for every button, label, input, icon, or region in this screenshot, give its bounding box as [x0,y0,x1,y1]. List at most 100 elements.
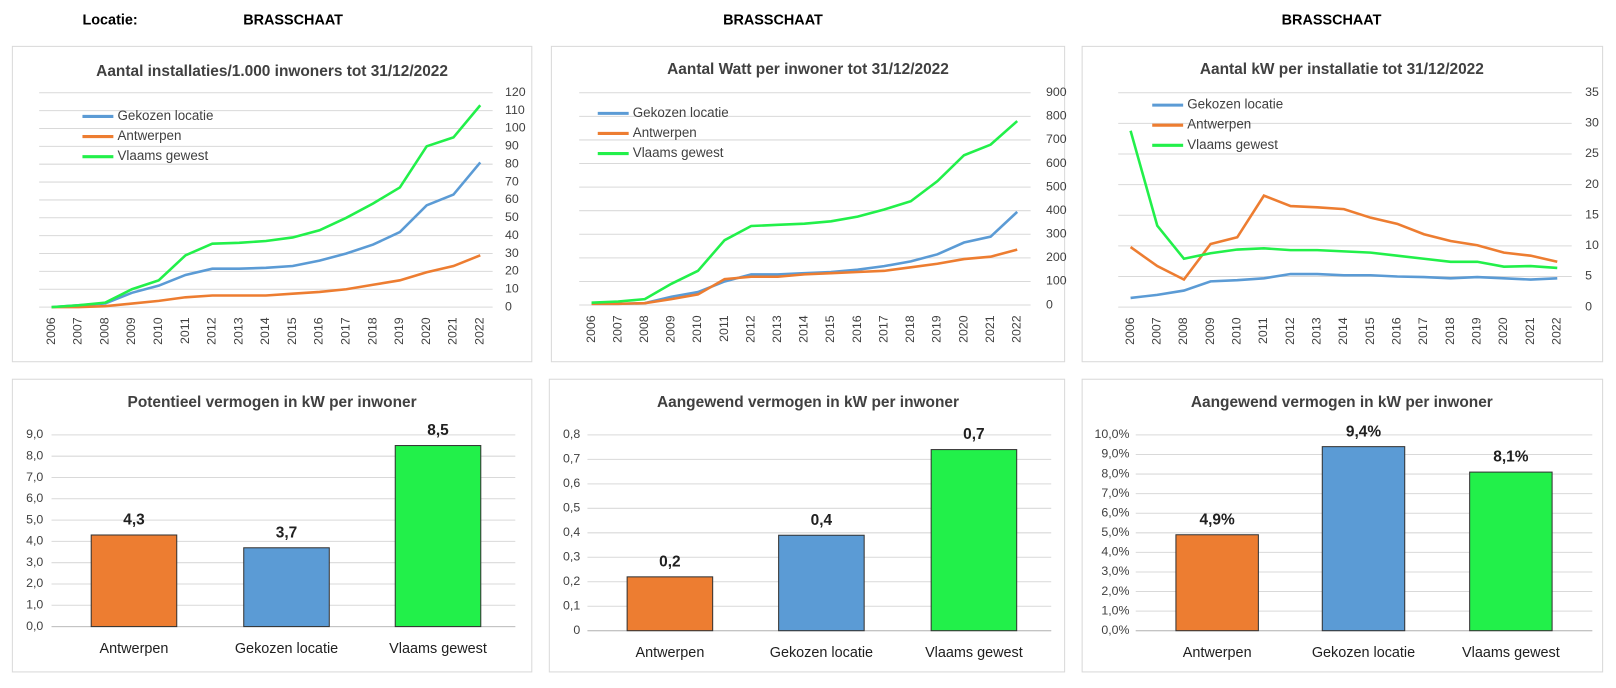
y-tick-label: 0,7 [563,452,580,466]
x-tick-label: 2008 [637,315,651,343]
y-tick-label: 9,0 [26,427,43,441]
x-tick-label: 2009 [124,317,138,345]
value-label: 0,2 [659,554,680,571]
value-label: 4,3 [123,512,145,529]
bar [90,534,178,628]
legend-label: Antwerpen [117,128,181,143]
line-series [1130,272,1558,300]
x-tick-label: 2019 [1470,317,1484,345]
x-tick-label: 2017 [876,315,890,343]
y-tick-label: 0 [1585,299,1592,313]
y-tick-label: 100 [1046,274,1067,288]
x-tick-label: 2020 [419,317,433,345]
y-tick-label: 4,0% [1101,545,1129,559]
y-tick-label: 0,1 [563,598,580,612]
x-tick-label: 2011 [1256,317,1270,344]
x-tick-label: 2010 [690,315,704,343]
y-tick-label: 0,3 [563,550,580,564]
y-tick-label: 50 [505,210,519,224]
y-tick-label: 35 [1585,85,1599,99]
value-label: 0,4 [811,512,833,529]
panel [1081,45,1604,363]
y-tick-label: 900 [1046,85,1067,99]
x-tick-label: Antwerpen [635,645,704,661]
y-tick-label: 5,0% [1101,525,1129,539]
x-tick-label: 2017 [339,317,353,345]
y-tick-label: 0,0 [26,619,43,633]
x-tick-label: 2006 [44,317,58,345]
chart-title: Aantal Watt per inwoner tot 31/12/2022 [667,61,949,78]
value-label: 8,1% [1493,449,1528,466]
legend-label: Gekozen locatie [633,105,729,120]
y-tick-label: 6,0 [26,491,43,505]
y-tick-label: 0,4 [563,525,580,539]
x-tick-label: 2022 [1550,317,1564,345]
line-series [51,254,481,309]
y-tick-label: 0 [573,623,580,637]
x-tick-label: 2007 [71,317,85,345]
x-tick-label: Gekozen locatie [770,645,873,661]
x-tick-label: 2021 [983,315,997,343]
x-tick-label: 2022 [1009,315,1023,343]
x-tick-label: 2018 [1443,317,1457,345]
bar [1321,446,1406,632]
x-tick-label: 2011 [178,317,192,344]
y-tick-label: 20 [505,264,519,278]
y-tick-label: 0,8 [563,427,580,441]
y-tick-label: 0,2 [563,574,580,588]
line-series [51,161,482,309]
bar [778,534,865,632]
y-tick-label: 1,0 [26,598,43,612]
y-tick-label: 500 [1046,179,1067,193]
legend-label: Gekozen locatie [117,108,213,123]
x-tick-label: 2007 [1150,317,1164,345]
y-tick-label: 800 [1046,109,1067,123]
y-tick-label: 8,0% [1101,466,1129,480]
x-tick-label: 2016 [850,315,864,343]
y-tick-label: 400 [1046,203,1067,217]
line-series [591,120,1019,304]
y-tick-label: 10,0% [1095,427,1130,441]
y-tick-label: 30 [505,246,519,260]
value-label: 0,7 [963,426,984,443]
x-tick-label: 2010 [151,317,165,345]
value-label: 9,4% [1346,423,1381,440]
x-tick-label: 2015 [285,317,299,345]
x-tick-label: 2014 [1336,317,1350,345]
y-tick-label: 2,0% [1101,584,1129,598]
x-tick-label: 2019 [930,315,944,343]
y-tick-label: 3,0 [26,555,43,569]
y-tick-label: 110 [505,103,525,117]
y-tick-label: 90 [505,139,519,153]
x-tick-label: 2008 [97,317,111,345]
x-tick-label: 2016 [1390,317,1404,345]
y-tick-label: 700 [1046,132,1067,146]
y-tick-label: 3,0% [1101,564,1129,578]
x-tick-label: 2015 [1363,317,1377,345]
y-tick-label: 7,0% [1101,486,1129,500]
y-tick-label: 0 [505,299,512,313]
x-tick-label: 2019 [392,317,406,345]
legend-label: Vlaams gewest [1187,137,1278,152]
legend-label: Vlaams gewest [117,148,208,163]
chart-title: Potentieel vermogen in kW per inwoner [128,394,417,411]
y-tick-label: 300 [1046,227,1067,241]
y-tick-label: 1,0% [1101,603,1129,617]
y-tick-label: 15 [1585,208,1599,222]
line-series [1129,130,1558,270]
y-tick-label: 600 [1046,156,1067,170]
y-tick-label: 25 [1585,146,1599,160]
x-tick-label: 2014 [258,317,272,345]
x-tick-label: 2014 [797,315,811,343]
y-tick-label: 40 [505,228,519,242]
x-tick-label: Antwerpen [100,641,169,657]
panel [11,45,533,363]
x-tick-label: 2006 [1123,317,1137,345]
y-tick-label: 5,0 [26,512,43,526]
line-series [51,104,482,309]
x-tick-label: 2007 [610,315,624,343]
y-tick-label: 6,0% [1101,505,1129,519]
y-tick-label: 9,0% [1101,447,1129,461]
y-tick-label: 0,0% [1101,623,1129,637]
